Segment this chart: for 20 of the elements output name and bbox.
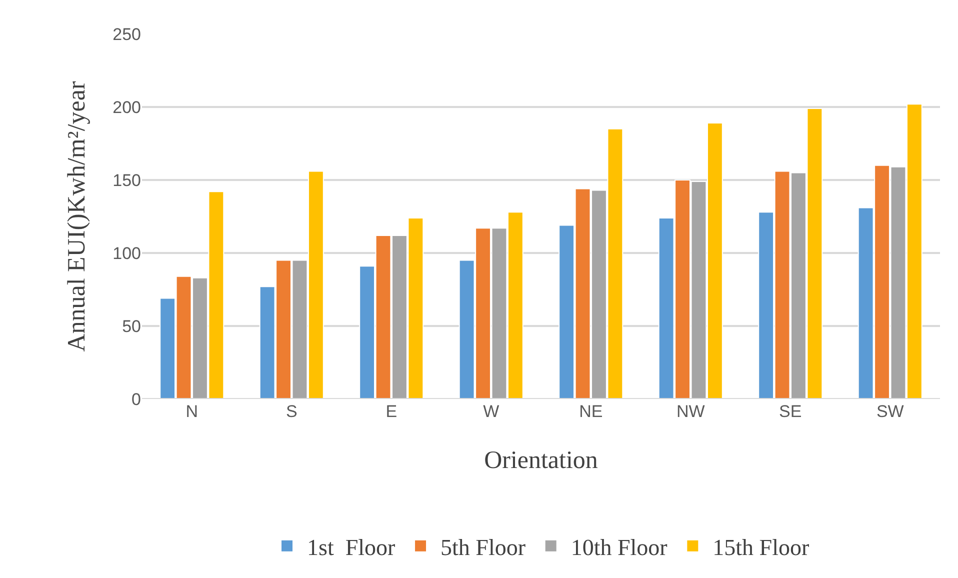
y-tick-label: 50 bbox=[122, 316, 141, 336]
x-tick-label: SW bbox=[876, 402, 904, 421]
y-tick-label: 0 bbox=[132, 390, 141, 409]
x-tick-label: SE bbox=[779, 402, 802, 421]
y-tick-label: 150 bbox=[112, 170, 141, 190]
x-tick-label: NW bbox=[676, 402, 705, 421]
y-tick-label: 100 bbox=[112, 244, 141, 263]
x-tick-label: N bbox=[186, 402, 198, 421]
y-tick-label: 200 bbox=[112, 98, 141, 117]
x-tick-label: NE bbox=[579, 402, 603, 421]
x-axis-title: Orientation bbox=[484, 447, 598, 474]
x-tick-label: S bbox=[286, 402, 298, 421]
legend-label: 1st Floor bbox=[307, 534, 396, 560]
legend-label: 10th Floor bbox=[570, 534, 668, 560]
x-tick-label: W bbox=[483, 402, 500, 421]
x-tick-label: E bbox=[386, 402, 398, 421]
y-tick-label: 250 bbox=[112, 24, 141, 44]
legend-label: 5th Floor bbox=[440, 534, 526, 560]
legend-label: 15th Floor bbox=[712, 534, 810, 560]
y-axis-title: Annual EUI()Kwh/m²/year bbox=[63, 80, 90, 352]
